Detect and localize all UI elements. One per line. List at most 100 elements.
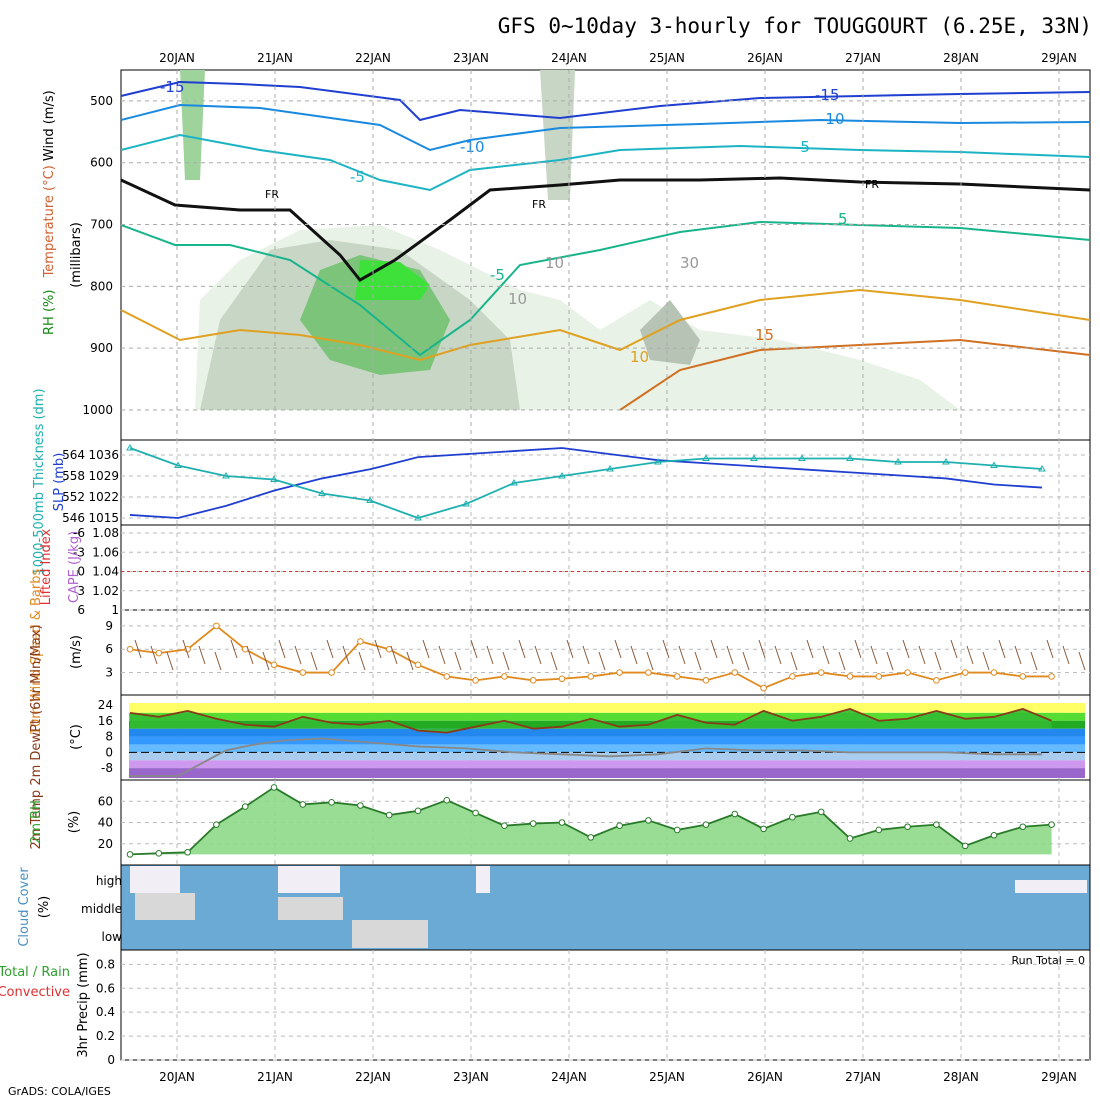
rh-point: [443, 796, 451, 804]
wind-barb: [246, 645, 254, 665]
wind-speed-point: [155, 649, 163, 657]
wind-barb: [918, 645, 926, 665]
wind-speed-point: [443, 673, 451, 680]
rh-point: [241, 803, 249, 810]
lifted-index-ylabel: Lifted Index: [39, 528, 54, 605]
isotherm-plus10: [120, 288, 1091, 362]
cloud-clear-blocks: [130, 866, 1087, 948]
temp-band: [129, 768, 1085, 778]
day-label-bottom: 25JAN: [649, 1070, 685, 1084]
pressure-tick: 500: [90, 94, 113, 108]
rh-ylabels: 2m RH (%): [29, 800, 82, 844]
cape-tick: 1.02: [92, 584, 119, 598]
wind-speed-point: [472, 677, 479, 684]
credit: GrADS: COLA/IGES: [8, 1085, 111, 1098]
svg-text:RH (%) Temperature (°C): RH (%) Temperature (°C) Wind (m/s): [42, 90, 57, 335]
wind-barb: [982, 651, 990, 671]
wind-barb: [902, 639, 910, 659]
rh-point: [472, 809, 479, 817]
day-label-top: 23JAN: [453, 51, 489, 65]
thickness-point: [558, 472, 566, 479]
wind-barb: [422, 639, 430, 659]
cloud-level-tick: high: [96, 874, 122, 888]
rh-point: [299, 801, 307, 808]
rh-point: [1019, 823, 1027, 831]
thickness-tick: 564: [62, 448, 85, 462]
precip-panel: [120, 949, 1091, 1061]
rh-tick: 40: [98, 816, 113, 830]
wind-barb: [438, 645, 446, 665]
wind-speed-point: [760, 684, 767, 692]
rh-point: [817, 808, 825, 816]
rh-point: [385, 811, 393, 819]
wind-barb: [870, 645, 878, 665]
temp-band: [129, 712, 1085, 721]
rh-point: [558, 819, 566, 826]
rh-point: [789, 813, 796, 821]
temp-line: [129, 707, 1052, 734]
thickness-point: [990, 461, 998, 468]
precip-tick: 0.4: [96, 1005, 115, 1019]
thickness-tick: 552: [62, 490, 85, 504]
wind-speed-point: [299, 669, 307, 676]
wind-barb: [294, 645, 302, 665]
contour-label: -10: [820, 110, 845, 128]
wind-barb: [582, 645, 590, 665]
wind-speed-point: [213, 622, 220, 630]
wind-barb: [758, 639, 766, 659]
precip-tick: 0.6: [96, 981, 115, 995]
isotherm-lines: [120, 80, 1091, 411]
li-tick: -6: [73, 526, 85, 540]
wind-speed-point: [328, 669, 335, 676]
wind-tick: 6: [105, 642, 113, 656]
li-tick: -3: [73, 545, 85, 559]
wind-speed-point: [904, 669, 911, 676]
wind-speed-point: [645, 669, 652, 676]
ylabel-temp: Temperature (°C): [42, 165, 57, 278]
wind-barb: [150, 645, 158, 665]
precip-ylabels: Total / Rain Convective 3hr Precip (mm): [0, 952, 91, 1057]
wind-barb: [1046, 639, 1054, 659]
wind-barb: [550, 651, 558, 671]
lifted-index-ylabels: Lifted Index CAPE (J/kg): [39, 528, 82, 605]
rh-tick: 20: [98, 837, 113, 851]
wind-barb: [566, 639, 574, 659]
cape-ylabel: CAPE (J/kg): [67, 531, 82, 603]
contour-label: 30: [680, 254, 699, 272]
thickness-point: [942, 458, 950, 465]
pressure-tick: 600: [90, 156, 113, 170]
li-tick: 6: [77, 603, 85, 617]
wind-speed-point: [529, 677, 537, 684]
wind-barb: [486, 645, 494, 665]
thickness-point: [270, 475, 278, 482]
wind-barb: [662, 639, 670, 659]
contour-label: FR: [532, 198, 546, 211]
ylabel-unit: (millibars): [69, 222, 84, 288]
wind-barb: [1030, 651, 1038, 671]
rh-point: [616, 822, 623, 829]
cape-tick: 1.08: [92, 526, 119, 540]
rh-point: [328, 799, 335, 806]
rh-point: [904, 823, 911, 831]
rh-unit: (%): [67, 811, 82, 834]
wind-barb: [518, 639, 526, 659]
wind-speed-point: [270, 661, 278, 669]
rh-point: [184, 848, 191, 856]
wind-tick: 9: [105, 619, 113, 633]
rh-point: [990, 831, 998, 839]
rh-point: [961, 842, 969, 850]
contour-label: 10: [508, 290, 527, 308]
wind-barb: [374, 639, 382, 659]
wind-barb: [534, 645, 542, 665]
wind-barb: [1078, 651, 1086, 671]
dewpoint-line: [130, 737, 1042, 777]
wind-barb: [310, 651, 318, 671]
wind-barb: [966, 645, 974, 665]
rh-point: [673, 826, 681, 834]
rh-point: [529, 820, 537, 827]
cape-tick: 1: [111, 603, 119, 617]
thickness-tick: 558: [62, 469, 85, 483]
rh-point: [846, 835, 854, 842]
